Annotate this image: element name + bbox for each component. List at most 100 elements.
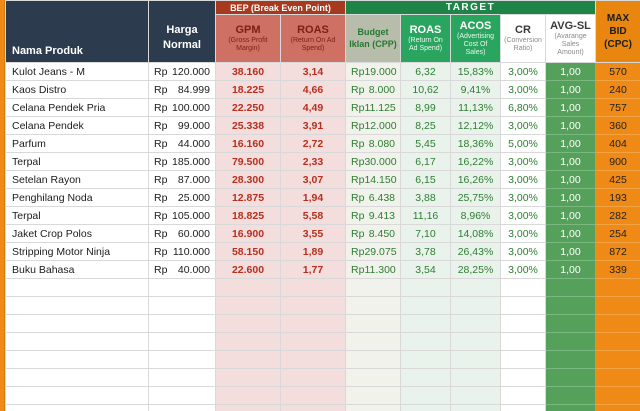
cell-nama-produk[interactable]: Penghilang Noda [5,188,149,207]
cell-acos[interactable] [450,314,501,333]
cell-budget-iklan[interactable]: Rp 12.000 [345,116,401,135]
cell-max-bid[interactable] [595,314,640,333]
cell-max-bid[interactable]: 360 [595,116,640,135]
cell-harga-normal[interactable]: Rp 40.000 [148,260,216,279]
cell-avg-sl[interactable]: 1,00 [544,152,597,171]
cell-roas-target[interactable]: 8,99 [400,98,451,117]
cell-roas-bep[interactable] [280,332,346,351]
cell-cr[interactable] [500,368,546,387]
cell-roas-bep[interactable]: 2,72 [280,134,346,153]
cell-cr[interactable] [500,332,546,351]
cell-harga-normal[interactable]: Rp 100.000 [148,98,216,117]
cell-roas-bep[interactable] [280,386,346,405]
cell-cr[interactable]: 3,00% [500,242,546,261]
cell-avg-sl[interactable]: 1,00 [544,134,597,153]
cell-roas-target[interactable]: 11,16 [400,206,451,225]
cell-harga-normal[interactable]: Rp 60.000 [148,224,216,243]
cell-roas-target[interactable]: 7,10 [400,224,451,243]
cell-max-bid[interactable] [595,296,640,315]
cell-roas-bep[interactable]: 1,89 [280,242,346,261]
cell-budget-iklan[interactable]: Rp 11.300 [345,260,401,279]
cell-max-bid[interactable]: 339 [595,260,640,279]
cell-harga-normal[interactable] [148,332,216,351]
cell-harga-normal[interactable]: Rp 87.000 [148,170,216,189]
cell-max-bid[interactable]: 757 [595,98,640,117]
cell-cr[interactable]: 6,80% [500,98,546,117]
cell-budget-iklan[interactable]: Rp 8.080 [345,134,401,153]
cell-nama-produk[interactable]: Terpal [5,206,149,225]
cell-nama-produk[interactable] [5,296,149,315]
cell-acos[interactable]: 25,75% [450,188,501,207]
cell-avg-sl[interactable]: 1,00 [544,260,597,279]
cell-cr[interactable] [500,386,546,405]
cell-roas-bep[interactable]: 3,55 [280,224,346,243]
cell-cr[interactable]: 3,00% [500,80,546,99]
cell-avg-sl[interactable] [544,332,597,351]
cell-gpm[interactable] [215,296,281,315]
cell-acos[interactable]: 12,12% [450,116,501,135]
cell-budget-iklan[interactable]: Rp 29.075 [345,242,401,261]
cell-roas-target[interactable]: 6,15 [400,170,451,189]
cell-roas-bep[interactable]: 1,77 [280,260,346,279]
cell-avg-sl[interactable]: 1,00 [544,98,597,117]
cell-roas-bep[interactable]: 3,07 [280,170,346,189]
cell-harga-normal[interactable]: Rp 110.000 [148,242,216,261]
cell-harga-normal[interactable]: Rp 84.999 [148,80,216,99]
cell-nama-produk[interactable]: Jaket Crop Polos [5,224,149,243]
cell-roas-bep[interactable] [280,278,346,297]
cell-gpm[interactable] [215,332,281,351]
cell-harga-normal[interactable] [148,404,216,411]
cell-gpm[interactable]: 22.600 [215,260,281,279]
cell-avg-sl[interactable] [544,368,597,387]
cell-acos[interactable] [450,404,501,411]
cell-cr[interactable]: 3,00% [500,170,546,189]
cell-max-bid[interactable]: 240 [595,80,640,99]
cell-avg-sl[interactable] [544,404,597,411]
cell-gpm[interactable]: 38.160 [215,62,281,81]
cell-nama-produk[interactable]: Buku Bahasa [5,260,149,279]
cell-gpm[interactable]: 22.250 [215,98,281,117]
cell-cr[interactable]: 5,00% [500,134,546,153]
cell-roas-bep[interactable] [280,314,346,333]
cell-max-bid[interactable] [595,368,640,387]
cell-roas-target[interactable]: 6,17 [400,152,451,171]
cell-roas-bep[interactable]: 5,58 [280,206,346,225]
cell-roas-bep[interactable]: 4,49 [280,98,346,117]
cell-max-bid[interactable]: 193 [595,188,640,207]
cell-nama-produk[interactable]: Terpal [5,152,149,171]
cell-max-bid[interactable]: 404 [595,134,640,153]
cell-budget-iklan[interactable] [345,314,401,333]
cell-budget-iklan[interactable]: Rp 6.438 [345,188,401,207]
cell-roas-target[interactable]: 3,88 [400,188,451,207]
cell-nama-produk[interactable]: Parfum [5,134,149,153]
cell-cr[interactable]: 3,00% [500,62,546,81]
cell-acos[interactable] [450,350,501,369]
cell-avg-sl[interactable]: 1,00 [544,206,597,225]
cell-max-bid[interactable]: 570 [595,62,640,81]
cell-budget-iklan[interactable]: Rp 8.000 [345,80,401,99]
cell-budget-iklan[interactable] [345,368,401,387]
cell-avg-sl[interactable]: 1,00 [544,80,597,99]
cell-budget-iklan[interactable]: Rp 11.125 [345,98,401,117]
cell-acos[interactable] [450,368,501,387]
cell-nama-produk[interactable]: Celana Pendek [5,116,149,135]
cell-avg-sl[interactable]: 1,00 [544,224,597,243]
cell-roas-bep[interactable] [280,404,346,411]
cell-gpm[interactable] [215,314,281,333]
cell-max-bid[interactable]: 254 [595,224,640,243]
cell-max-bid[interactable]: 872 [595,242,640,261]
cell-nama-produk[interactable]: Kulot Jeans - M [5,62,149,81]
cell-budget-iklan[interactable]: Rp 19.000 [345,62,401,81]
cell-budget-iklan[interactable]: Rp 30.000 [345,152,401,171]
cell-roas-bep[interactable] [280,296,346,315]
cell-roas-bep[interactable] [280,368,346,387]
cell-max-bid[interactable]: 282 [595,206,640,225]
cell-harga-normal[interactable]: Rp 44.000 [148,134,216,153]
cell-cr[interactable]: 3,00% [500,152,546,171]
cell-acos[interactable]: 14,08% [450,224,501,243]
cell-avg-sl[interactable] [544,314,597,333]
cell-acos[interactable] [450,386,501,405]
cell-harga-normal[interactable]: Rp 120.000 [148,62,216,81]
cell-gpm[interactable] [215,404,281,411]
cell-roas-bep[interactable]: 3,91 [280,116,346,135]
